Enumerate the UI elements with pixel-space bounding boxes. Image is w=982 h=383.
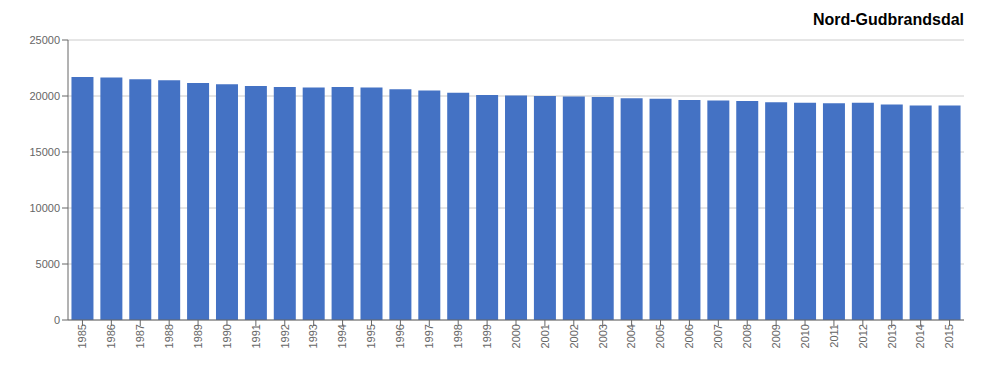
svg-text:1995: 1995	[365, 324, 377, 348]
svg-text:2012: 2012	[857, 324, 869, 348]
svg-text:1986: 1986	[105, 324, 117, 348]
svg-text:5000: 5000	[36, 258, 60, 270]
svg-text:2000: 2000	[510, 324, 522, 348]
svg-text:2002: 2002	[568, 324, 580, 348]
svg-text:1985: 1985	[76, 324, 88, 348]
svg-text:2015: 2015	[943, 324, 955, 348]
svg-text:2009: 2009	[770, 324, 782, 348]
svg-text:1987: 1987	[134, 324, 146, 348]
html-text:Nord-Gudbrandsdal: Nord-Gudbrandsdal	[812, 11, 964, 28]
svg-text:1996: 1996	[394, 324, 406, 348]
svg-text:2007: 2007	[712, 324, 724, 348]
svg-text:1992: 1992	[279, 324, 291, 348]
svg-text:10000: 10000	[29, 202, 60, 214]
svg-text:2006: 2006	[683, 324, 695, 348]
svg-text:1999: 1999	[481, 324, 493, 348]
svg-text:1989: 1989	[192, 324, 204, 348]
svg-text:2005: 2005	[654, 324, 666, 348]
svg-text:15000: 15000	[29, 146, 60, 158]
svg-text:0: 0	[54, 314, 60, 326]
svg-text:1993: 1993	[307, 324, 319, 348]
svg-text:1990: 1990	[221, 324, 233, 348]
svg-text:2003: 2003	[597, 324, 609, 348]
svg-text:1997: 1997	[423, 324, 435, 348]
svg-text:2014: 2014	[914, 324, 926, 348]
svg-text:2010: 2010	[799, 324, 811, 348]
svg-text:1988: 1988	[163, 324, 175, 348]
svg-text:1994: 1994	[336, 324, 348, 348]
svg-text:20000: 20000	[29, 90, 60, 102]
svg-text:25000: 25000	[29, 34, 60, 46]
svg-text:2011: 2011	[828, 324, 840, 348]
svg-text:1991: 1991	[250, 324, 262, 348]
svg-text:2001: 2001	[539, 324, 551, 348]
svg-text:2013: 2013	[886, 324, 898, 348]
svg-text:2008: 2008	[741, 324, 753, 348]
svg-text:2004: 2004	[625, 324, 637, 348]
svg-text:1998: 1998	[452, 324, 464, 348]
